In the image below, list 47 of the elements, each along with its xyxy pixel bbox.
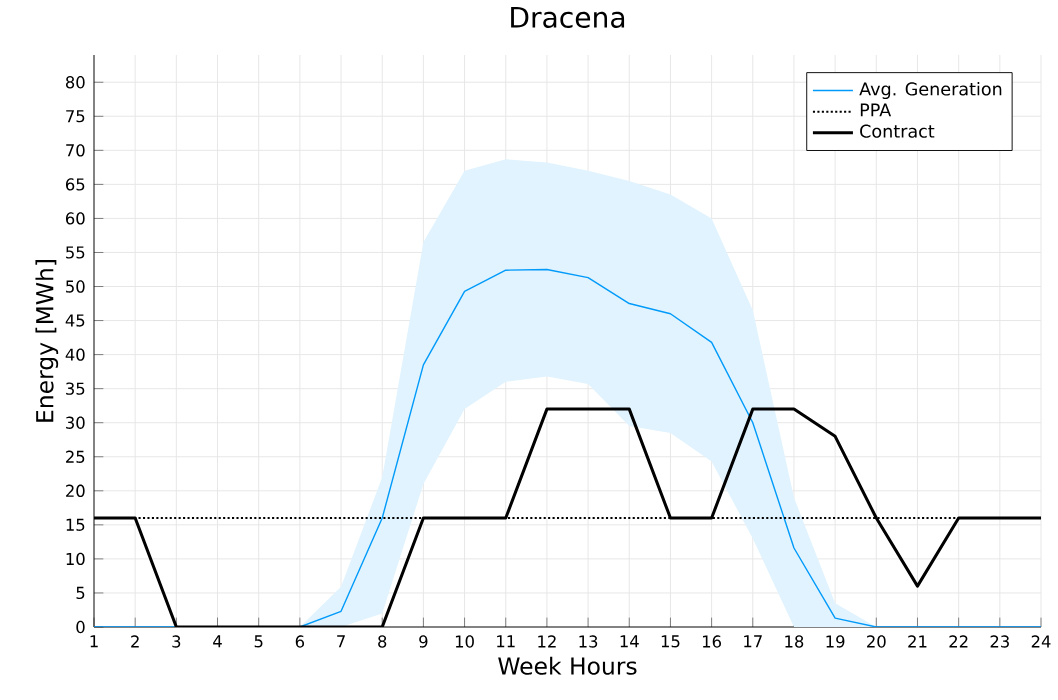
x-tick-label: 24 [1031, 635, 1051, 648]
legend-label: Avg. Generation [859, 82, 1002, 99]
x-tick-label: 21 [908, 635, 927, 648]
y-tick-label: 70 [66, 144, 85, 157]
x-tick-label: 14 [620, 635, 639, 648]
x-tick-label: 23 [990, 635, 1009, 648]
x-tick-label: 22 [949, 635, 968, 648]
y-tick-label: 65 [65, 178, 85, 191]
y-tick-label: 35 [66, 382, 85, 395]
y-tick-label: 5 [76, 586, 85, 600]
x-tick-label: 9 [419, 635, 428, 648]
x-tick-label: 15 [661, 635, 680, 648]
x-tick-label: 7 [337, 635, 345, 648]
x-tick-label: 5 [254, 635, 263, 648]
x-tick-label: 17 [744, 635, 762, 648]
y-tick-label: 25 [66, 450, 85, 463]
y-tick-label: 55 [66, 246, 85, 259]
y-tick-label: 75 [66, 110, 85, 123]
x-tick-label: 4 [213, 635, 222, 648]
x-tick-label: 10 [455, 635, 474, 648]
x-tick-label: 2 [131, 635, 139, 648]
y-tick-label: 80 [65, 76, 85, 89]
y-axis-title: Energy [MWh] [35, 260, 59, 422]
x-tick-label: 19 [826, 635, 845, 648]
x-tick-label: 18 [785, 635, 804, 648]
x-tick-label: 11 [497, 635, 515, 648]
x-tick-label: 6 [295, 635, 305, 648]
y-tick-label: 60 [65, 212, 85, 225]
y-tick-label: 20 [66, 484, 85, 497]
legend-label: Contract [860, 124, 935, 138]
y-tick-label: 10 [66, 552, 85, 566]
y-tick-label: 50 [66, 280, 85, 293]
x-axis-title: Week Hours [498, 656, 637, 675]
y-tick-label: 30 [66, 416, 85, 429]
chart-title: Dracena [511, 7, 625, 28]
y-tick-label: 45 [65, 314, 85, 327]
legend-label: PPA [860, 103, 892, 117]
y-tick-label: 15 [66, 518, 85, 531]
x-tick-label: 3 [172, 635, 181, 648]
x-tick-label: 16 [702, 635, 722, 648]
y-tick-label: 40 [65, 348, 85, 361]
x-tick-label: 13 [579, 635, 598, 648]
x-tick-label: 12 [538, 635, 556, 648]
x-tick-label: 8 [378, 635, 387, 648]
x-tick-label: 1 [90, 635, 98, 648]
y-tick-label: 0 [76, 620, 85, 634]
x-tick-label: 20 [867, 635, 886, 648]
